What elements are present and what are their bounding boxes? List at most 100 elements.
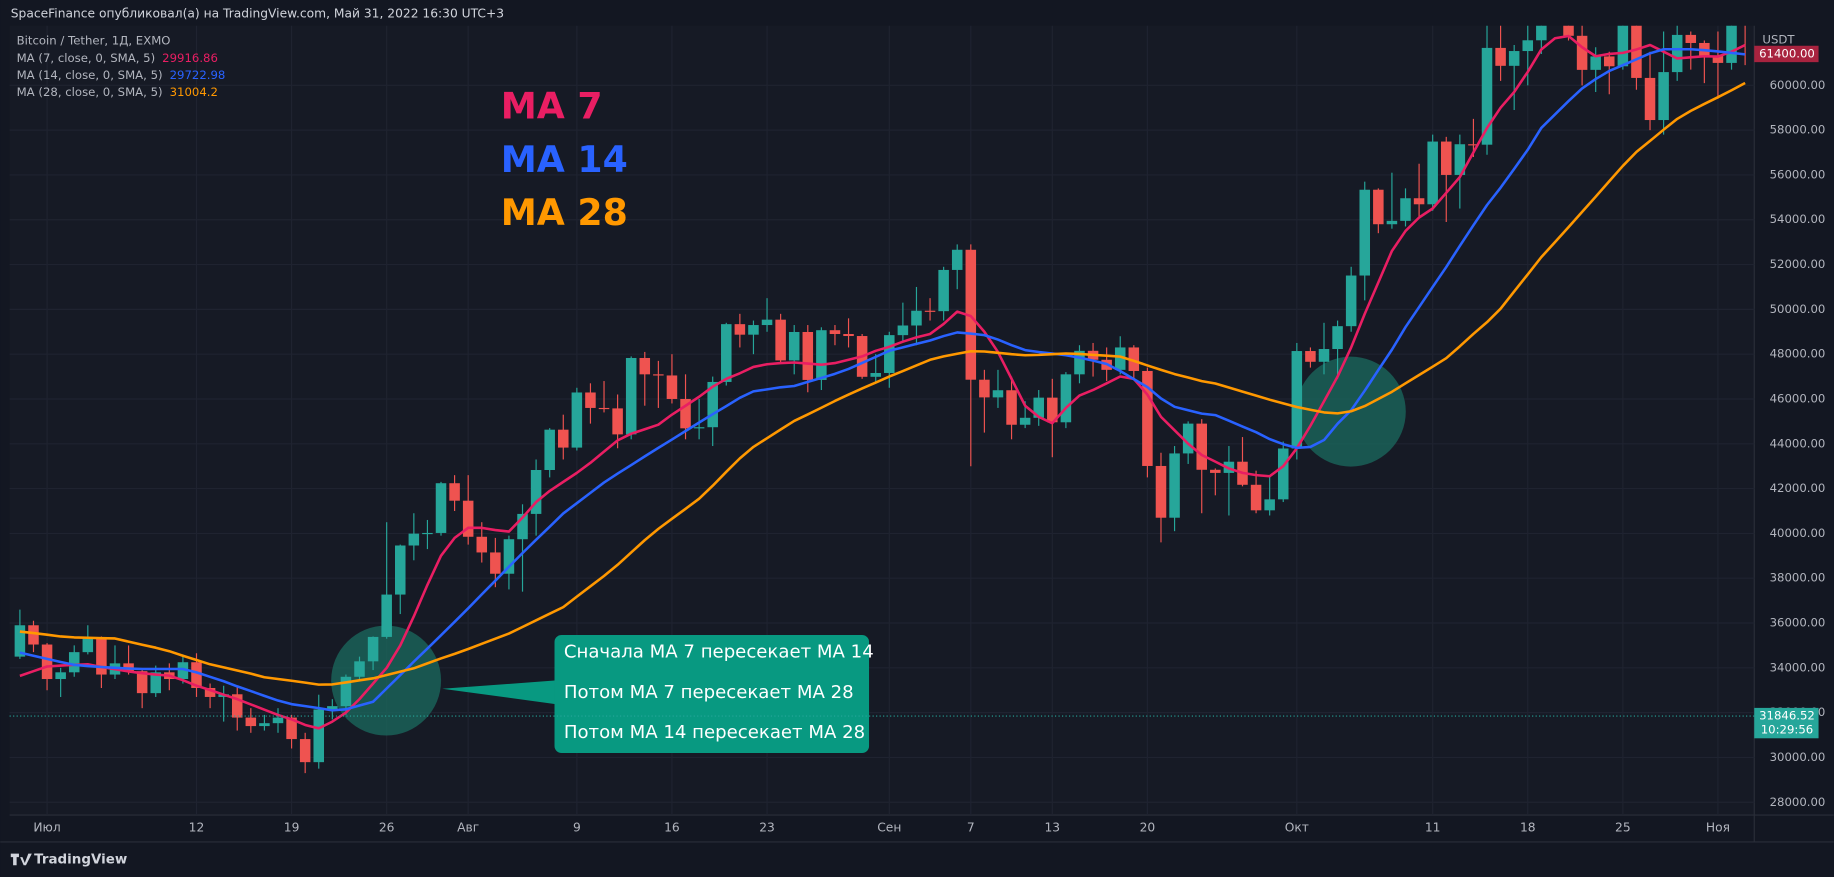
candle-body xyxy=(313,709,325,763)
candle-body xyxy=(558,429,569,448)
candle-body xyxy=(299,739,311,763)
x-tick-label: 16 xyxy=(664,820,680,834)
candle-body xyxy=(1617,25,1629,67)
candle-body xyxy=(1047,397,1058,423)
annotation: MA 7 xyxy=(501,85,603,128)
candle-body xyxy=(1495,47,1506,66)
cross-highlight xyxy=(331,625,442,736)
candle-body xyxy=(1291,351,1303,449)
plot-area xyxy=(9,25,1755,816)
candle-body xyxy=(462,500,474,537)
tv-logo xyxy=(10,853,32,866)
candle-body xyxy=(1060,374,1072,423)
candle-body xyxy=(245,717,257,727)
candle-body xyxy=(1128,347,1140,371)
candle-body xyxy=(1277,448,1289,500)
candle-body xyxy=(761,319,773,326)
x-tick-label: 11 xyxy=(1425,820,1441,834)
candle-body xyxy=(28,625,39,645)
candle-body xyxy=(829,330,841,335)
plot xyxy=(14,25,1746,774)
candle-body xyxy=(1454,144,1466,175)
candle-body xyxy=(911,310,922,326)
current-price-label: 31846.52 xyxy=(1759,709,1815,723)
chart-title: Bitcoin / Tether, 1Д, EXMO xyxy=(17,33,171,47)
candle-body xyxy=(14,625,26,657)
candle-body xyxy=(490,552,501,574)
callout-box xyxy=(554,634,870,754)
candle-body xyxy=(1481,47,1493,145)
x-tick-label: 19 xyxy=(284,820,300,834)
x-tick-label: Июл xyxy=(33,820,60,834)
ma-line xyxy=(19,47,1746,712)
candle-body xyxy=(367,636,379,662)
y-tick-label: 34000.00 xyxy=(1770,660,1826,674)
candle-body xyxy=(992,390,1004,398)
candle-body xyxy=(82,638,94,653)
candle-body xyxy=(1345,275,1357,327)
candle-body xyxy=(870,372,881,377)
candle-body xyxy=(1590,56,1601,70)
x-tick-label: 9 xyxy=(573,820,581,834)
candle-body xyxy=(1169,453,1180,518)
x-tick-label: 12 xyxy=(189,820,205,834)
candle-body xyxy=(653,374,664,376)
candle-body xyxy=(503,539,515,574)
candle-body xyxy=(951,249,963,270)
candle-body xyxy=(1196,423,1207,470)
legend-value: 31004.2 xyxy=(170,85,218,99)
y-tick-label: 44000.00 xyxy=(1770,436,1826,450)
candle-body xyxy=(517,513,528,540)
candle-body xyxy=(1563,25,1574,36)
y-tick-label: 28000.00 xyxy=(1770,795,1826,809)
candle-body xyxy=(1726,25,1737,63)
candle-body xyxy=(1536,25,1547,41)
candle-body xyxy=(1604,56,1615,67)
candle-body xyxy=(1006,390,1017,425)
x-tick-label: Сен xyxy=(877,820,901,834)
x-tick-label: 18 xyxy=(1520,820,1536,834)
candle-body xyxy=(1264,499,1275,511)
last-price-label: 61400.00 xyxy=(1759,46,1815,60)
legend-value: 29916.86 xyxy=(162,51,218,65)
candle-body xyxy=(1155,465,1167,518)
candle-body xyxy=(55,672,66,680)
candle-body xyxy=(1182,423,1194,454)
ma-line xyxy=(19,34,1746,730)
candle-body xyxy=(1250,484,1262,511)
candle-body xyxy=(1114,347,1126,370)
x-tick-label: 20 xyxy=(1140,820,1156,834)
y-tick-label: 40000.00 xyxy=(1770,526,1826,540)
candle-body xyxy=(286,717,297,740)
candle-body xyxy=(530,470,542,514)
y-tick-label: 58000.00 xyxy=(1770,123,1826,137)
candle-body xyxy=(1576,35,1588,70)
candle-body xyxy=(1332,326,1343,350)
candle-body xyxy=(1413,198,1425,205)
candle-body xyxy=(1019,417,1031,425)
y-tick-label: 36000.00 xyxy=(1770,616,1826,630)
candle-body xyxy=(571,392,583,448)
candle-body xyxy=(884,335,895,373)
candle-body xyxy=(598,407,610,410)
candle-body xyxy=(340,676,352,707)
y-tick-label: 48000.00 xyxy=(1770,347,1826,361)
candle-body xyxy=(612,408,623,435)
candle-body xyxy=(816,330,827,380)
x-tick-label: Ноя xyxy=(1706,820,1730,834)
candle-body xyxy=(150,672,162,694)
candle-body xyxy=(938,269,949,312)
candle-body xyxy=(897,325,909,336)
candle-body xyxy=(1305,351,1316,362)
candle-body xyxy=(96,638,107,675)
candle-body xyxy=(979,379,990,398)
candle-body xyxy=(1210,469,1221,473)
candle-body xyxy=(272,717,284,724)
candle-body xyxy=(1359,189,1371,276)
candle-body xyxy=(1142,370,1153,466)
grid xyxy=(9,25,1755,816)
candle-body xyxy=(693,427,705,429)
countdown-label: 10:29:56 xyxy=(1761,723,1813,737)
